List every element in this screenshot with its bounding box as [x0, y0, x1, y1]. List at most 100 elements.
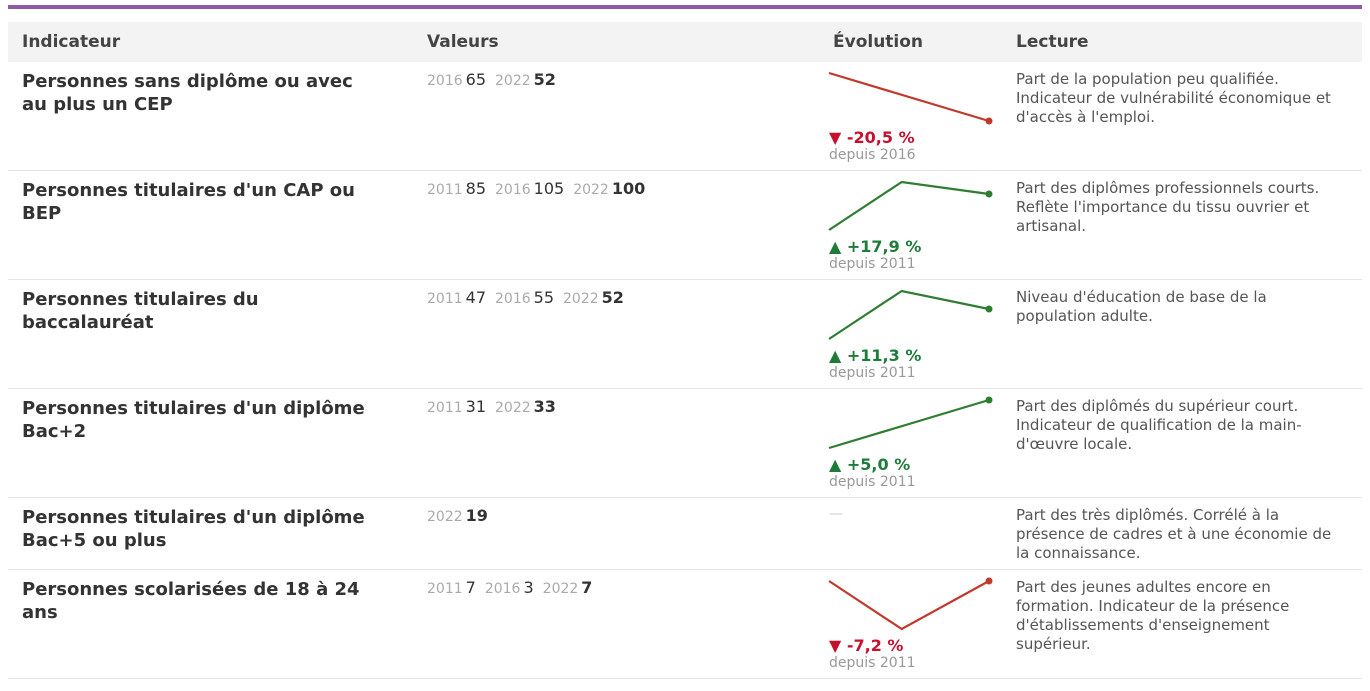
column-header: Lecture — [1002, 22, 1362, 62]
value-pair: 2011 31 — [427, 397, 486, 416]
evolution-cell: — — [819, 497, 1002, 570]
year: 2016 — [495, 291, 531, 307]
evolution-cell: ▼ -7,2 % depuis 2011 — [819, 569, 1002, 679]
header-row: Indicateur Valeurs Évolution Lecture — [8, 22, 1362, 62]
value: 105 — [533, 179, 565, 198]
lecture: Part des diplômés du supérieur court. In… — [1002, 388, 1362, 498]
value-pair: 2011 85 — [427, 179, 486, 198]
since: depuis 2016 — [829, 147, 916, 163]
value-pair: 2011 47 — [427, 288, 486, 307]
value-pair: 2022 100 — [573, 179, 645, 198]
value-pair: 2022 7 — [543, 578, 593, 597]
year: 2022 — [563, 291, 599, 307]
indicator: Personnes titulaires d'un diplôme Bac+2 — [8, 388, 413, 498]
column-header: Valeurs — [413, 22, 819, 62]
value: 3 — [523, 578, 534, 597]
year: 2011 — [427, 182, 463, 198]
row: Personnes scolarisées de 18 à 24 ans 2011… — [8, 569, 1362, 679]
value: 100 — [611, 179, 646, 198]
since: depuis 2011 — [829, 256, 916, 272]
row: Personnes titulaires du baccalauréat 2011… — [8, 279, 1362, 389]
change: ▲ +17,9 % — [829, 237, 922, 256]
row: Personnes titulaires d'un diplôme Bac+2 2… — [8, 388, 1362, 498]
indicator: Personnes scolarisées de 18 à 24 ans — [8, 569, 413, 679]
year: 2022 — [495, 73, 531, 89]
year: 2022 — [427, 509, 463, 525]
values-cell: 2016 65 2022 52 — [413, 62, 819, 171]
year: 2016 — [495, 182, 531, 198]
value: 65 — [465, 70, 486, 89]
value: 7 — [465, 578, 476, 597]
value: 55 — [533, 288, 554, 307]
sparkline — [828, 180, 993, 231]
value-pair: 2022 33 — [495, 397, 556, 416]
sparkline-line — [828, 580, 990, 631]
value-pair: 2016 105 — [495, 179, 564, 198]
change: ▼ -7,2 % — [829, 636, 904, 655]
sparkline — [828, 577, 993, 631]
sparkline — [828, 396, 993, 450]
year: 2011 — [427, 400, 463, 416]
values-cell: 2011 47 2016 55 2022 52 — [413, 279, 819, 389]
year: 2011 — [427, 291, 463, 307]
value-pair: 2022 52 — [563, 288, 624, 307]
year: 2022 — [495, 400, 531, 416]
value: 19 — [465, 506, 488, 525]
sparkline — [828, 289, 993, 340]
change: ▲ +11,3 % — [829, 346, 922, 365]
indicator: Personnes titulaires d'un diplôme Bac+5 … — [8, 497, 413, 570]
since: depuis 2011 — [829, 655, 916, 671]
value: 7 — [581, 578, 593, 597]
top-bar — [8, 5, 1362, 9]
column-header: Indicateur — [8, 22, 413, 62]
year: 2016 — [484, 581, 521, 597]
value: 47 — [465, 288, 486, 307]
sparkline-end — [985, 577, 993, 585]
table-body: Personnes sans diplôme ou avec au plus u… — [8, 62, 1362, 679]
values-cell: 2022 19 — [413, 497, 819, 570]
sparkline-line — [828, 180, 990, 231]
values-cell: 2011 7 2016 3 2022 7 — [413, 569, 819, 679]
value-pair: 2011 7 — [427, 578, 476, 597]
value-pair: 2016 55 — [495, 288, 554, 307]
year: 2016 — [427, 73, 463, 89]
sparkline-end — [985, 117, 993, 125]
value: 31 — [465, 397, 486, 416]
year: 2022 — [573, 182, 609, 198]
evolution-cell: ▲ +17,9 % depuis 2011 — [819, 170, 1002, 280]
change: ▲ +5,0 % — [829, 455, 911, 474]
indicator: Personnes titulaires d'un CAP ou BEP — [8, 170, 413, 280]
values-cell: 2011 85 2016 105 2022 100 — [413, 170, 819, 280]
since: depuis 2011 — [829, 365, 916, 381]
column-header: Évolution — [819, 22, 1002, 62]
value: 85 — [465, 179, 486, 198]
values-cell: 2011 31 2022 33 — [413, 388, 819, 498]
since: depuis 2011 — [829, 474, 916, 490]
lecture: Part des jeunes adultes encore en format… — [1002, 569, 1362, 679]
row: Personnes titulaires d'un diplôme Bac+5 … — [8, 497, 1362, 570]
value-pair: 2022 19 — [427, 506, 488, 525]
sparkline-line — [828, 398, 990, 450]
indicator: Personnes sans diplôme ou avec au plus u… — [8, 62, 413, 171]
sparkline-end — [985, 396, 993, 404]
sparkline-line — [828, 289, 990, 340]
year: 2022 — [542, 581, 579, 597]
value-pair: 2016 3 — [485, 578, 534, 597]
sparkline — [828, 71, 993, 125]
lecture: Part des diplômes professionnels courts.… — [1002, 170, 1362, 280]
value-pair: 2016 65 — [427, 70, 486, 89]
lecture: Part de la population peu qualifiée. Ind… — [1002, 62, 1362, 171]
sparkline-end — [985, 190, 993, 198]
value-pair: 2022 52 — [495, 70, 556, 89]
value: 52 — [533, 70, 556, 89]
value: 33 — [533, 397, 556, 416]
evolution-cell: ▼ -20,5 % depuis 2016 — [819, 62, 1002, 171]
lecture: Niveau d'éducation de base de la populat… — [1002, 279, 1362, 389]
indicator-table: Indicateur Valeurs Évolution Lecture Person… — [8, 22, 1362, 679]
row: Personnes titulaires d'un CAP ou BEP 2011… — [8, 170, 1362, 280]
change: ▼ -20,5 % — [829, 128, 915, 147]
row: Personnes sans diplôme ou avec au plus u… — [8, 62, 1362, 171]
value: 52 — [601, 288, 624, 307]
sparkline-end — [985, 305, 993, 313]
